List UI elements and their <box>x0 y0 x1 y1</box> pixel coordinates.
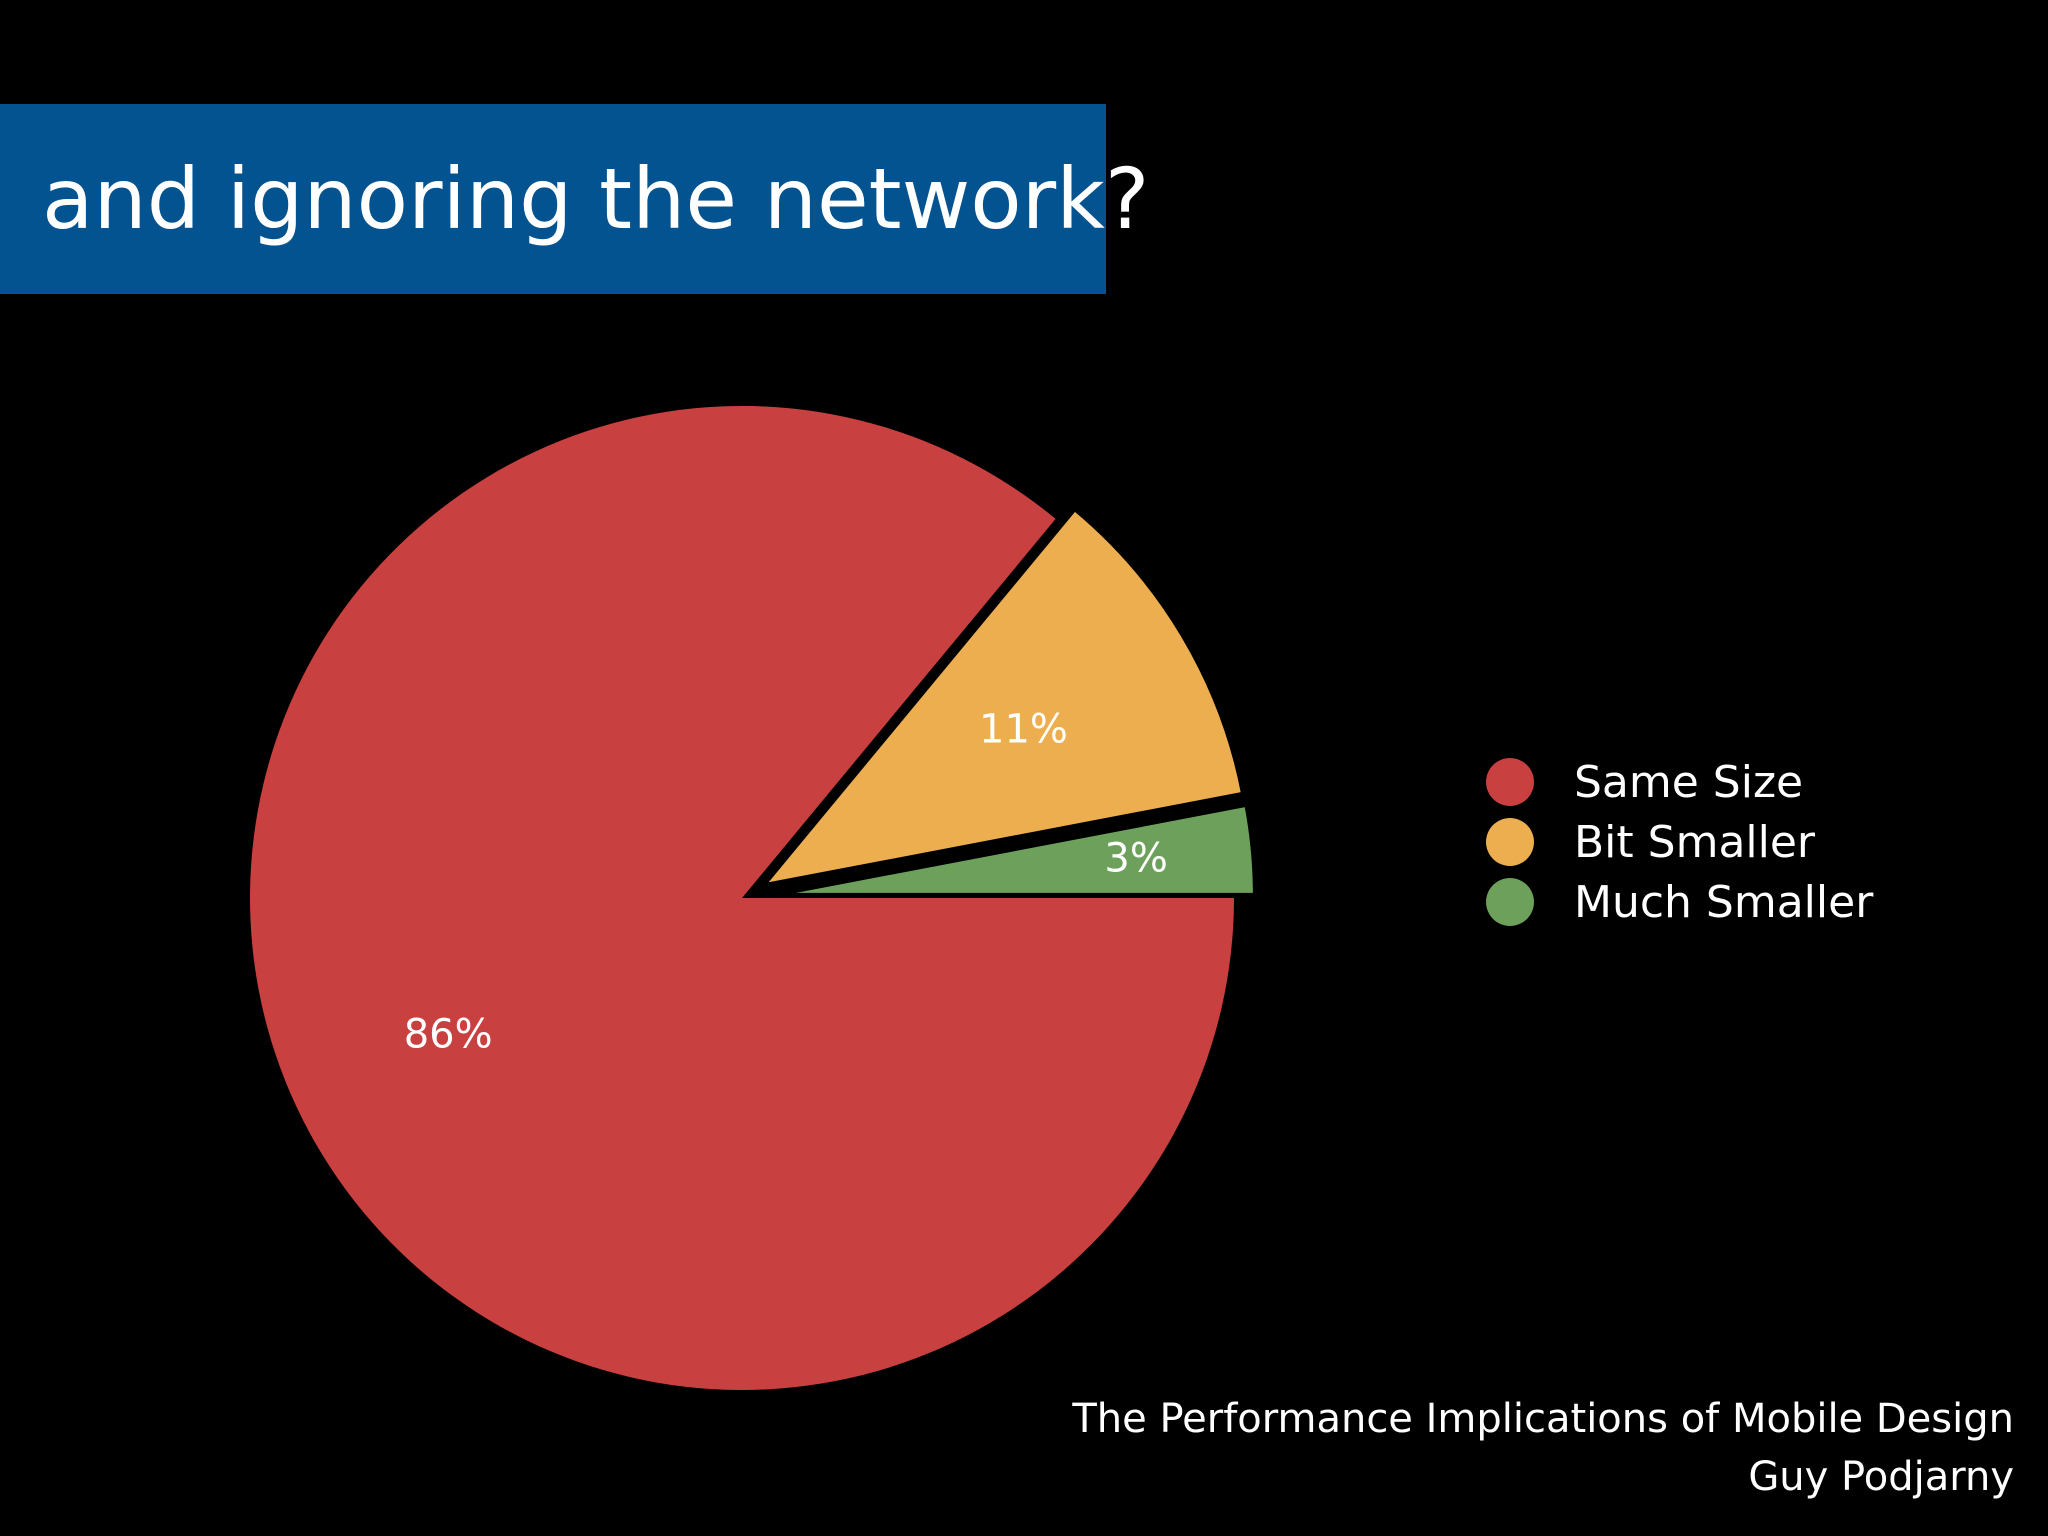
legend-swatch <box>1486 818 1534 866</box>
pie-slice-same-size <box>249 406 1234 1391</box>
pie-slice-much-smaller <box>763 800 1259 899</box>
legend-label: Bit Smaller <box>1574 816 1816 868</box>
slide-title: and ignoring the network? <box>42 150 1150 248</box>
footer-talk-title: The Performance Implications of Mobile D… <box>1072 1396 2014 1442</box>
legend-swatch <box>1486 758 1534 806</box>
pie-slice-bit-smaller <box>753 503 1248 892</box>
pie-label-much-smaller: 3% <box>1104 836 1167 882</box>
title-banner: and ignoring the network? <box>0 104 1149 294</box>
legend-swatch <box>1486 878 1534 926</box>
pie-label-same-size: 86% <box>404 1011 493 1057</box>
pie-label-bit-smaller: 11% <box>979 707 1068 753</box>
slide-footer: The Performance Implications of Mobile D… <box>1072 1390 2014 1506</box>
legend-label: Much Smaller <box>1574 876 1874 928</box>
footer-author: Guy Podjarny <box>1748 1454 2014 1500</box>
legend-item-same-size: Same Size <box>1486 752 1873 812</box>
legend-item-bit-smaller: Bit Smaller <box>1486 812 1873 872</box>
chart-legend: Same Size Bit Smaller Much Smaller <box>1486 752 1873 932</box>
legend-item-much-smaller: Much Smaller <box>1486 872 1873 932</box>
legend-label: Same Size <box>1574 756 1804 808</box>
